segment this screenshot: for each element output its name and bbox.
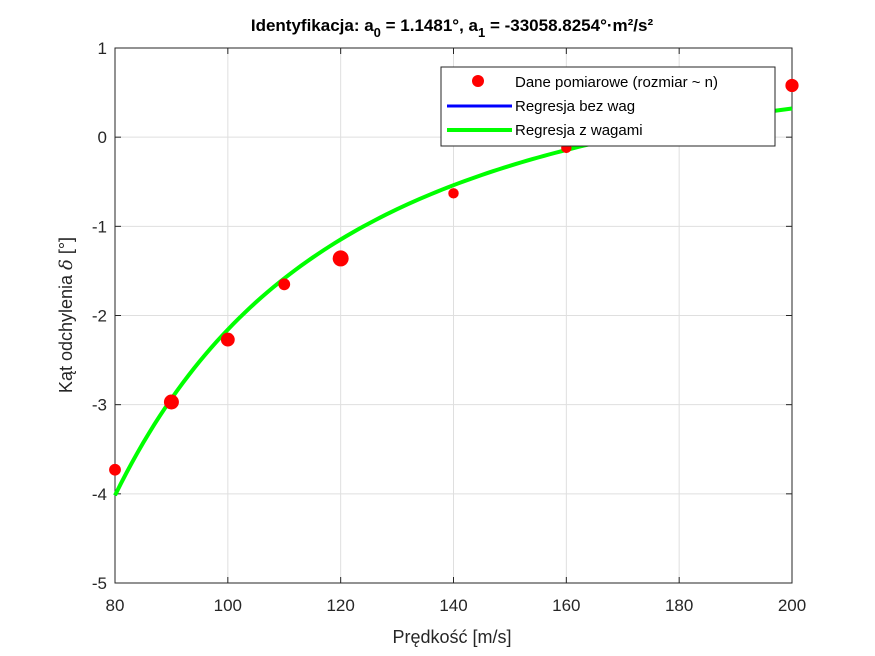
- legend-marker-points: [472, 75, 484, 87]
- data-point: [332, 250, 349, 267]
- x-tick-label: 200: [778, 596, 806, 615]
- y-tick-label: -3: [92, 396, 107, 415]
- legend-label-unweighted: Regresja bez wag: [515, 98, 635, 115]
- legend: Dane pomiarowe (rozmiar ~ n) Regresja be…: [440, 66, 776, 147]
- x-tick-label: 140: [439, 596, 467, 615]
- x-tick-label: 80: [106, 596, 125, 615]
- y-tick-label: -4: [92, 485, 107, 504]
- data-point: [163, 394, 179, 410]
- y-tick-label: -1: [92, 217, 107, 236]
- data-point: [109, 463, 121, 476]
- y-axis-title: Kąt odchylenia δ [°]: [56, 237, 77, 393]
- x-tick-label: 180: [665, 596, 693, 615]
- data-point: [448, 188, 459, 199]
- x-tick-label: 160: [552, 596, 580, 615]
- y-tick-label: 0: [98, 128, 107, 147]
- x-axis-ticks: 80 100 120 140 160 180 200: [106, 48, 806, 615]
- y-tick-label: -2: [92, 307, 107, 326]
- chart-title: Identyfikacja: a0 = 1.1481°, a1 = -33058…: [251, 16, 654, 40]
- data-point: [220, 332, 235, 347]
- y-tick-label: 1: [98, 39, 107, 58]
- y-axis-ticks: -5 -4 -3 -2 -1 0 1: [92, 39, 792, 593]
- data-point: [278, 278, 291, 291]
- x-tick-label: 120: [326, 596, 354, 615]
- legend-label-weighted: Regresja z wagami: [515, 122, 643, 139]
- legend-label-points: Dane pomiarowe (rozmiar ~ n): [515, 74, 718, 91]
- x-axis-title: Prędkość [m/s]: [392, 627, 511, 647]
- x-tick-label: 100: [214, 596, 242, 615]
- data-point: [785, 78, 799, 93]
- y-tick-label: -5: [92, 574, 107, 593]
